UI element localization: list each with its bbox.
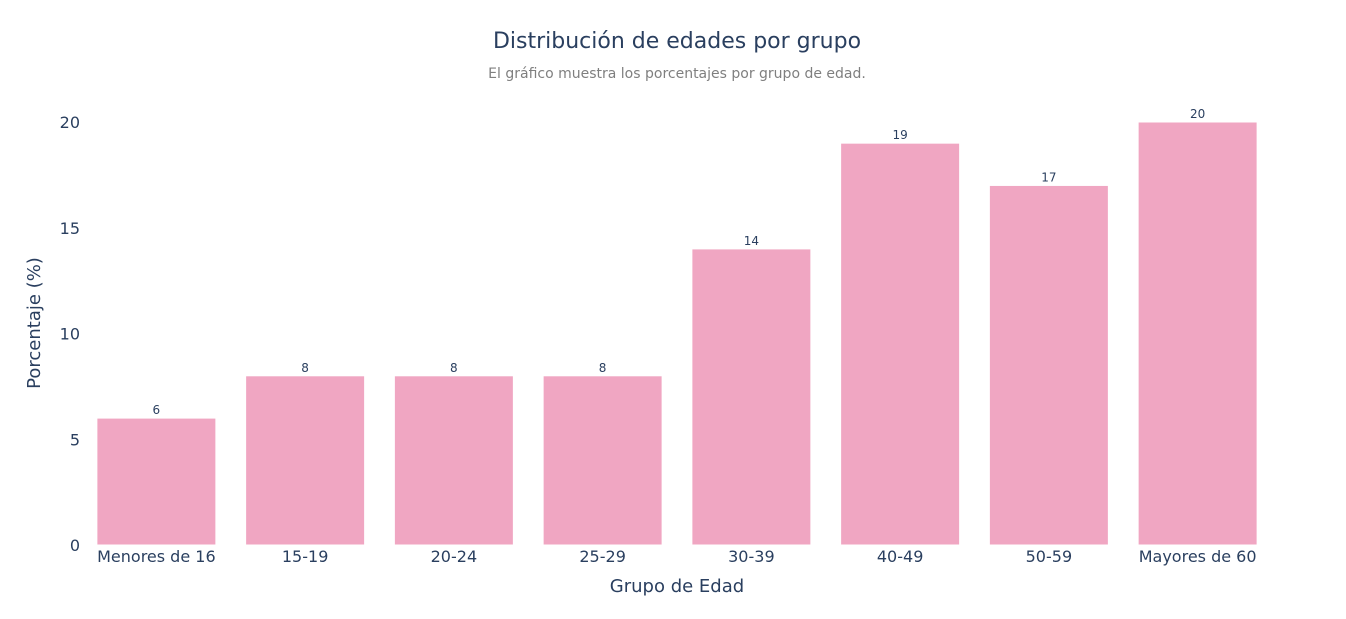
bar-value-label: 6 bbox=[153, 403, 161, 417]
bar[interactable] bbox=[1137, 121, 1258, 546]
y-axis-ticks: 0 5 10 15 20 bbox=[60, 113, 80, 555]
bar[interactable] bbox=[245, 375, 366, 546]
x-tick-label: 20-24 bbox=[431, 547, 478, 566]
bar-value-label: 8 bbox=[599, 361, 607, 375]
x-axis-title: Grupo de Edad bbox=[610, 576, 744, 597]
x-tick-label: Mayores de 60 bbox=[1139, 547, 1257, 566]
bar[interactable] bbox=[393, 375, 514, 546]
bar-value-label: 14 bbox=[744, 234, 759, 248]
bar-value-label: 19 bbox=[892, 128, 907, 142]
bar[interactable] bbox=[988, 184, 1109, 546]
chart-subtitle: El gráfico muestra los porcentajes por g… bbox=[488, 66, 866, 82]
bar[interactable] bbox=[691, 248, 812, 546]
bar[interactable] bbox=[840, 142, 961, 546]
y-tick-label: 20 bbox=[60, 113, 80, 132]
x-tick-label: 50-59 bbox=[1026, 547, 1073, 566]
y-tick-label: 0 bbox=[70, 536, 80, 555]
bar[interactable] bbox=[96, 417, 217, 546]
x-tick-label: 15-19 bbox=[282, 547, 329, 566]
y-tick-label: 5 bbox=[70, 430, 80, 449]
bar-value-label: 17 bbox=[1041, 170, 1056, 184]
chart-title: Distribución de edades por grupo bbox=[492, 29, 862, 54]
bar-value-label: 8 bbox=[301, 361, 309, 375]
bar-value-label: 8 bbox=[450, 361, 458, 375]
x-tick-label: 30-39 bbox=[728, 547, 775, 566]
y-tick-label: 10 bbox=[60, 325, 80, 344]
bar[interactable] bbox=[542, 375, 663, 546]
y-axis-title: Porcentaje (%) bbox=[24, 257, 45, 389]
bars bbox=[96, 121, 1258, 546]
x-axis-ticks: Menores de 16 15-19 20-24 25-29 30-39 40-49 50… bbox=[97, 547, 1256, 566]
x-tick-label: 25-29 bbox=[579, 547, 626, 566]
x-tick-label: Menores de 16 bbox=[97, 547, 216, 566]
y-tick-label: 15 bbox=[60, 219, 80, 238]
x-tick-label: 40-49 bbox=[877, 547, 924, 566]
data-labels: 6 8 8 8 14 19 17 20 bbox=[153, 107, 1206, 417]
bar-value-label: 20 bbox=[1190, 107, 1205, 121]
